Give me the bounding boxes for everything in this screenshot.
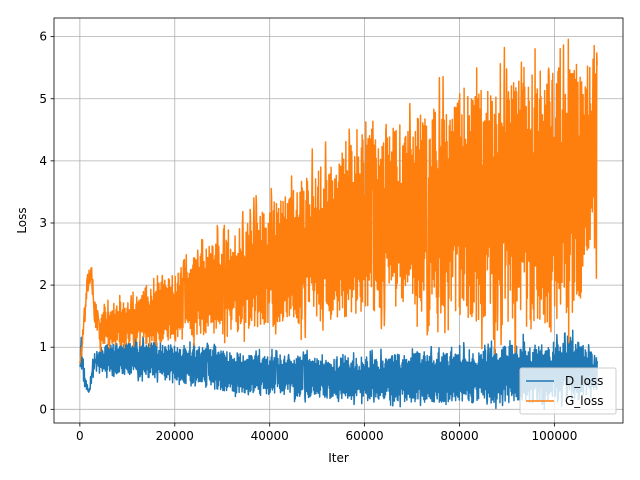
y-tick-label: 4 [39,154,47,168]
y-tick-label: 3 [39,216,47,230]
x-tick-label: 20000 [156,429,194,443]
series-line-g-loss [79,38,598,364]
x-tick-label: 0 [76,429,84,443]
plot-frame [53,17,624,424]
legend-label-d-loss: D_loss [565,374,603,388]
x-tick-label: 40000 [251,429,289,443]
ticks: 0 20000 40000 60000 80000 100000 0 1 2 3 4 5 6 [39,30,577,443]
legend: D_loss G_loss [519,367,617,415]
y-axis-title: Loss [15,207,29,233]
y-tick-label: 2 [39,278,47,292]
y-tick-label: 0 [39,402,47,416]
y-tick-label: 5 [39,92,47,106]
x-axis-title: Iter [328,451,349,465]
series-layer [79,38,598,411]
x-tick-label: 80000 [440,429,478,443]
y-tick-label: 6 [39,30,47,44]
y-tick-label: 1 [39,340,47,354]
x-tick-label: 100000 [532,429,578,443]
x-tick-label: 60000 [346,429,384,443]
legend-label-g-loss: G_loss [565,394,603,408]
series-line-d-loss [79,329,598,411]
legend-box [519,367,617,415]
